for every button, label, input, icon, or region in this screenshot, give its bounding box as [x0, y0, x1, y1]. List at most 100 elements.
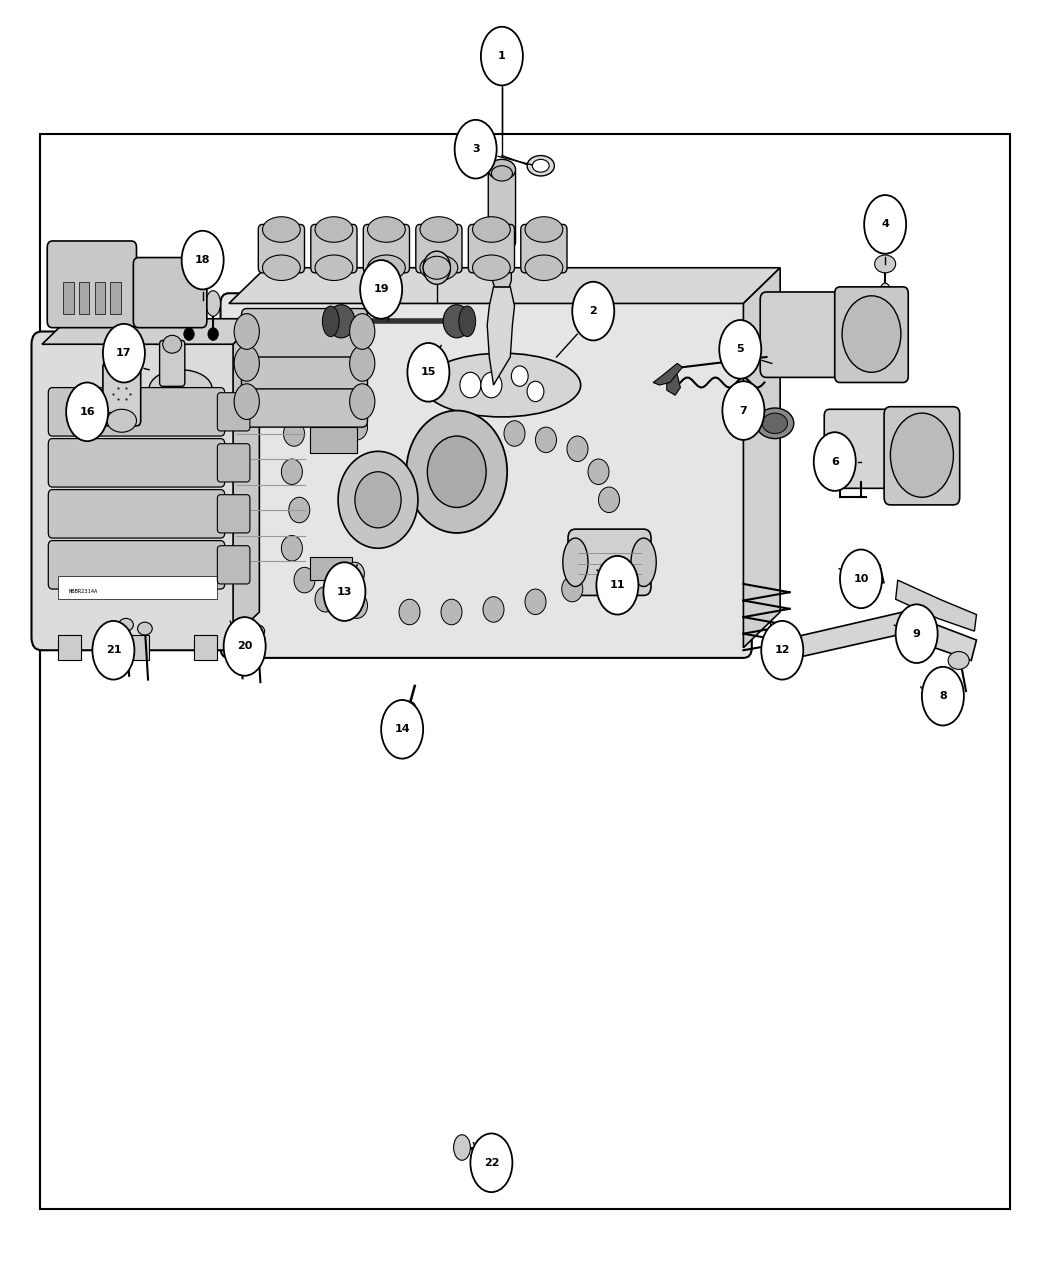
Text: 4: 4 — [881, 219, 889, 230]
Ellipse shape — [163, 335, 182, 353]
Circle shape — [525, 589, 546, 615]
FancyBboxPatch shape — [760, 292, 899, 377]
Ellipse shape — [368, 255, 405, 280]
Polygon shape — [896, 580, 976, 631]
Polygon shape — [653, 363, 682, 385]
Ellipse shape — [864, 195, 906, 254]
FancyBboxPatch shape — [258, 224, 304, 273]
FancyBboxPatch shape — [48, 439, 225, 487]
Circle shape — [423, 251, 450, 284]
Ellipse shape — [525, 255, 563, 280]
Bar — [194, 635, 217, 660]
Text: 5: 5 — [736, 344, 744, 354]
Ellipse shape — [470, 1133, 512, 1192]
Bar — [79, 282, 89, 314]
FancyBboxPatch shape — [217, 444, 250, 482]
Ellipse shape — [182, 231, 224, 289]
Ellipse shape — [842, 296, 901, 372]
Circle shape — [345, 562, 364, 585]
Circle shape — [504, 421, 525, 446]
Ellipse shape — [182, 291, 196, 316]
Circle shape — [346, 593, 367, 618]
Ellipse shape — [596, 556, 638, 615]
Circle shape — [527, 381, 544, 402]
Ellipse shape — [368, 217, 405, 242]
Ellipse shape — [407, 343, 449, 402]
FancyBboxPatch shape — [488, 168, 516, 246]
Ellipse shape — [350, 346, 375, 381]
Circle shape — [355, 472, 401, 528]
Ellipse shape — [491, 166, 512, 181]
Circle shape — [281, 459, 302, 484]
Circle shape — [483, 597, 504, 622]
Ellipse shape — [149, 370, 212, 408]
FancyBboxPatch shape — [32, 332, 244, 650]
Bar — [110, 282, 121, 314]
FancyBboxPatch shape — [311, 224, 357, 273]
Circle shape — [441, 599, 462, 625]
Ellipse shape — [262, 217, 300, 242]
Polygon shape — [487, 287, 514, 385]
Ellipse shape — [423, 256, 450, 279]
Circle shape — [315, 411, 336, 436]
Circle shape — [427, 436, 486, 507]
FancyBboxPatch shape — [48, 490, 225, 538]
Ellipse shape — [922, 667, 964, 725]
Text: 19: 19 — [374, 284, 388, 295]
FancyBboxPatch shape — [47, 241, 136, 328]
Circle shape — [208, 328, 218, 340]
Ellipse shape — [879, 283, 891, 309]
Ellipse shape — [631, 538, 656, 586]
Circle shape — [184, 328, 194, 340]
Text: 18: 18 — [195, 255, 210, 265]
Ellipse shape — [323, 562, 365, 621]
Text: 9: 9 — [912, 629, 921, 639]
FancyBboxPatch shape — [242, 379, 368, 427]
Polygon shape — [667, 372, 680, 395]
FancyBboxPatch shape — [416, 224, 462, 273]
Bar — [833, 440, 843, 449]
Ellipse shape — [840, 550, 882, 608]
Ellipse shape — [572, 282, 614, 340]
Ellipse shape — [401, 701, 416, 714]
Circle shape — [481, 372, 502, 398]
FancyBboxPatch shape — [160, 340, 185, 386]
Text: 17: 17 — [117, 348, 131, 358]
FancyBboxPatch shape — [884, 407, 960, 505]
Polygon shape — [233, 319, 259, 638]
Circle shape — [406, 411, 507, 533]
Text: 16: 16 — [80, 407, 94, 417]
Bar — [126, 635, 149, 660]
FancyBboxPatch shape — [217, 393, 250, 431]
Circle shape — [284, 421, 304, 446]
Ellipse shape — [472, 255, 510, 280]
Circle shape — [536, 427, 556, 453]
Ellipse shape — [454, 1135, 470, 1160]
Ellipse shape — [532, 159, 549, 172]
Ellipse shape — [250, 625, 265, 638]
FancyBboxPatch shape — [363, 224, 410, 273]
Text: 3: 3 — [471, 144, 480, 154]
Ellipse shape — [206, 291, 220, 316]
FancyBboxPatch shape — [220, 293, 752, 658]
Ellipse shape — [459, 306, 476, 337]
Ellipse shape — [350, 314, 375, 349]
Text: NBBR2314A: NBBR2314A — [68, 589, 98, 594]
Circle shape — [399, 599, 420, 625]
Polygon shape — [848, 555, 884, 586]
Text: 10: 10 — [854, 574, 868, 584]
Text: 6: 6 — [831, 456, 839, 467]
FancyBboxPatch shape — [217, 495, 250, 533]
Ellipse shape — [92, 621, 134, 680]
Text: 2: 2 — [589, 306, 597, 316]
Bar — [40, 134, 1010, 1209]
Ellipse shape — [232, 621, 247, 634]
Ellipse shape — [481, 27, 523, 85]
Text: 15: 15 — [421, 367, 436, 377]
Ellipse shape — [762, 413, 788, 434]
FancyBboxPatch shape — [242, 309, 368, 357]
Ellipse shape — [138, 622, 152, 635]
Circle shape — [562, 576, 583, 602]
Circle shape — [281, 536, 302, 561]
Ellipse shape — [455, 120, 497, 178]
